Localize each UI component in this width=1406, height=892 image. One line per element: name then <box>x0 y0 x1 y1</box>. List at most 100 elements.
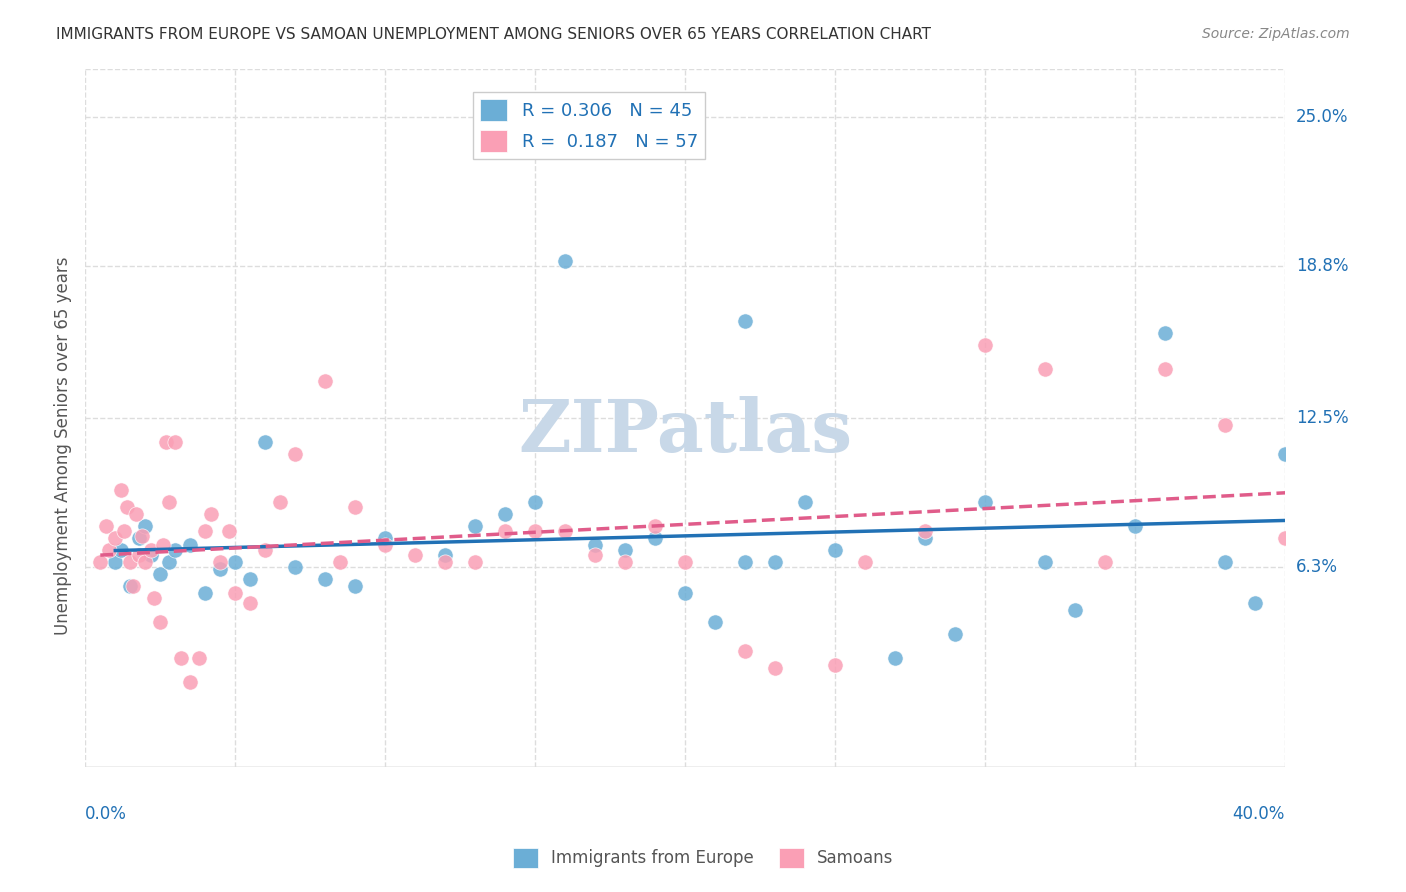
Point <box>128 548 150 562</box>
Legend: Immigrants from Europe, Samoans: Immigrants from Europe, Samoans <box>506 841 900 875</box>
Point <box>914 531 936 545</box>
Point <box>104 531 127 545</box>
Point <box>824 543 846 558</box>
Point <box>170 651 193 665</box>
Point <box>96 519 118 533</box>
Point <box>128 531 150 545</box>
Point <box>824 658 846 673</box>
Point <box>763 661 786 675</box>
Point <box>1123 519 1146 533</box>
Point <box>157 555 180 569</box>
Point <box>1274 531 1296 545</box>
Point <box>188 651 211 665</box>
Point <box>1094 555 1116 569</box>
Point <box>239 596 262 610</box>
Point <box>98 543 121 558</box>
Point <box>614 543 637 558</box>
Text: 40.0%: 40.0% <box>1233 805 1285 823</box>
Text: 25.0%: 25.0% <box>1296 108 1348 126</box>
Point <box>284 559 307 574</box>
Point <box>209 562 232 576</box>
Point <box>149 567 172 582</box>
Point <box>149 615 172 629</box>
Point <box>157 495 180 509</box>
Point <box>224 586 246 600</box>
Point <box>673 555 696 569</box>
Point <box>1064 603 1087 617</box>
Point <box>284 447 307 461</box>
Text: 12.5%: 12.5% <box>1296 409 1348 426</box>
Point <box>1274 447 1296 461</box>
Point <box>1244 596 1267 610</box>
Text: ZIPatlas: ZIPatlas <box>519 396 852 467</box>
Text: IMMIGRANTS FROM EUROPE VS SAMOAN UNEMPLOYMENT AMONG SENIORS OVER 65 YEARS CORREL: IMMIGRANTS FROM EUROPE VS SAMOAN UNEMPLO… <box>56 27 931 42</box>
Point <box>404 548 426 562</box>
Point <box>794 495 817 509</box>
Point <box>763 555 786 569</box>
Point <box>200 507 222 521</box>
Point <box>853 555 876 569</box>
Point <box>155 434 177 449</box>
Point <box>134 555 156 569</box>
Point <box>464 555 486 569</box>
Point <box>179 675 201 690</box>
Point <box>117 500 139 514</box>
Point <box>374 531 396 545</box>
Point <box>152 538 174 552</box>
Point <box>110 483 132 497</box>
Point <box>554 524 576 538</box>
Point <box>254 434 277 449</box>
Point <box>89 555 111 569</box>
Point <box>704 615 727 629</box>
Point <box>194 586 217 600</box>
Point <box>1154 326 1177 341</box>
Point <box>734 555 756 569</box>
Text: 0.0%: 0.0% <box>86 805 127 823</box>
Point <box>344 579 367 593</box>
Point <box>673 586 696 600</box>
Text: 18.8%: 18.8% <box>1296 257 1348 275</box>
Point <box>464 519 486 533</box>
Point <box>1033 362 1056 376</box>
Point <box>104 555 127 569</box>
Point <box>884 651 907 665</box>
Point <box>239 572 262 586</box>
Legend: R = 0.306   N = 45, R =  0.187   N = 57: R = 0.306 N = 45, R = 0.187 N = 57 <box>472 92 706 159</box>
Point <box>374 538 396 552</box>
Point <box>1213 417 1236 432</box>
Text: 6.3%: 6.3% <box>1296 558 1339 576</box>
Point <box>554 254 576 268</box>
Point <box>644 519 666 533</box>
Point <box>269 495 291 509</box>
Point <box>974 338 997 352</box>
Point <box>125 507 148 521</box>
Point <box>524 524 547 538</box>
Point <box>131 528 153 542</box>
Point <box>122 579 145 593</box>
Point <box>583 548 606 562</box>
Point <box>734 644 756 658</box>
Point <box>1033 555 1056 569</box>
Point <box>494 524 516 538</box>
Point <box>165 434 187 449</box>
Point <box>734 314 756 328</box>
Point <box>134 519 156 533</box>
Point <box>329 555 352 569</box>
Point <box>112 524 135 538</box>
Point <box>494 507 516 521</box>
Point <box>644 531 666 545</box>
Text: Source: ZipAtlas.com: Source: ZipAtlas.com <box>1202 27 1350 41</box>
Point <box>120 555 142 569</box>
Point <box>344 500 367 514</box>
Point <box>209 555 232 569</box>
Point <box>943 627 966 641</box>
Point <box>314 375 336 389</box>
Point <box>143 591 166 606</box>
Point <box>1213 555 1236 569</box>
Point <box>524 495 547 509</box>
Point <box>179 538 201 552</box>
Point <box>583 538 606 552</box>
Point <box>914 524 936 538</box>
Point <box>165 543 187 558</box>
Point <box>974 495 997 509</box>
